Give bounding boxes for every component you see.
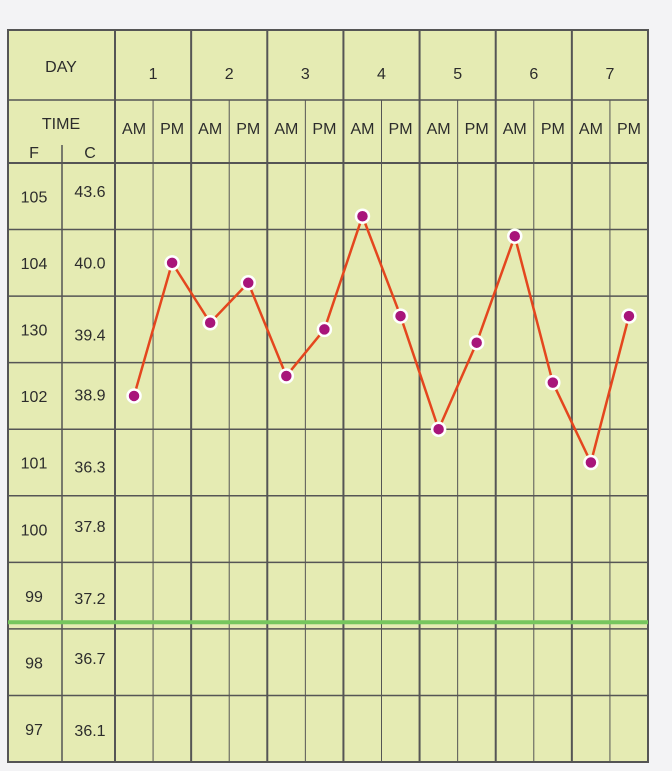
time-label: AM	[503, 121, 527, 138]
y-tick-label: 99	[25, 589, 43, 606]
data-point	[430, 421, 447, 437]
y-tick-label: 130	[21, 323, 48, 340]
day-label: 2	[225, 66, 234, 83]
y-tick-label: 97	[25, 722, 43, 739]
y-tick-label: 98	[25, 655, 43, 672]
y2-tick-label: 36.7	[74, 651, 105, 668]
y2-tick-label: 39.4	[74, 328, 105, 345]
day-header: DAY	[45, 59, 77, 76]
data-point	[468, 334, 485, 351]
data-point	[316, 321, 333, 338]
y2-tick-label: 36.1	[74, 723, 105, 740]
y-tick-label: 100	[21, 522, 48, 539]
data-point	[392, 308, 409, 324]
data-point	[621, 308, 637, 324]
y-tick-label: 104	[21, 256, 48, 273]
data-point	[202, 314, 218, 331]
data-point	[240, 275, 256, 291]
data-point	[545, 374, 561, 391]
y-tick-label: 105	[21, 189, 48, 206]
time-label: PM	[312, 121, 336, 138]
day-label: 1	[149, 66, 158, 83]
f-header: F	[29, 145, 39, 162]
data-point	[278, 368, 295, 384]
data-point	[354, 208, 371, 224]
time-label: PM	[160, 121, 184, 138]
day-label: 7	[605, 66, 614, 83]
data-point	[126, 388, 142, 404]
day-label: 6	[529, 66, 538, 83]
data-point	[583, 454, 599, 471]
time-label: PM	[541, 121, 565, 138]
time-label: AM	[198, 121, 222, 138]
time-label: AM	[122, 121, 146, 138]
time-label: PM	[617, 121, 641, 138]
time-header: TIME	[42, 116, 80, 133]
day-label: 3	[301, 66, 310, 83]
y-tick-label: 102	[21, 389, 48, 406]
time-label: PM	[389, 121, 413, 138]
day-label: 4	[377, 66, 386, 83]
y2-tick-label: 37.2	[74, 591, 105, 608]
time-label: AM	[350, 121, 374, 138]
y2-tick-label: 40.0	[74, 256, 105, 273]
y2-tick-label: 43.6	[74, 184, 105, 201]
y2-tick-label: 36.3	[74, 459, 105, 476]
time-label: PM	[236, 121, 260, 138]
time-label: PM	[465, 121, 489, 138]
day-label: 5	[453, 66, 462, 83]
y-tick-label: 101	[21, 456, 48, 473]
time-label: AM	[427, 121, 451, 138]
y2-tick-label: 38.9	[74, 387, 105, 404]
data-line	[132, 212, 631, 467]
data-point	[164, 255, 180, 271]
data-point	[507, 228, 523, 244]
y2-tick-label: 37.8	[74, 519, 105, 536]
c-header: C	[84, 145, 96, 162]
time-label: AM	[579, 121, 603, 138]
time-label: AM	[274, 121, 298, 138]
